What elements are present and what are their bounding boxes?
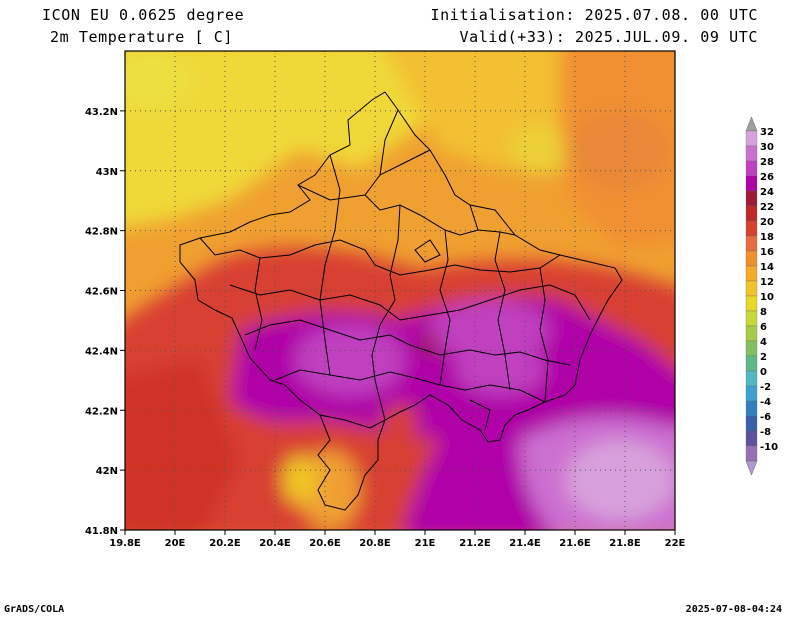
y-tick-label: 42.6N xyxy=(85,287,118,298)
x-tick-label: 21.6E xyxy=(559,538,591,549)
colorbar-label: 24 xyxy=(760,187,774,198)
x-tick-label: 20E xyxy=(165,538,186,549)
colorbar-label: 4 xyxy=(760,337,767,348)
y-tick-label: 41.8N xyxy=(85,526,118,537)
colorbar-label: 8 xyxy=(760,307,767,318)
y-tick-label: 43.2N xyxy=(85,107,118,118)
colorbar-swatch xyxy=(745,205,758,222)
x-tick-label: 21.4E xyxy=(509,538,541,549)
colorbar-swatch xyxy=(745,445,758,462)
colorbar-label: 28 xyxy=(760,157,774,168)
colorbar-swatch xyxy=(745,325,758,342)
x-tick-label: 19.8E xyxy=(109,538,141,549)
y-tick-label: 42.4N xyxy=(85,346,118,357)
temperature-field xyxy=(125,51,675,530)
colorbar-label: 14 xyxy=(760,262,774,273)
colorbar-label: 18 xyxy=(760,232,774,243)
x-tick-label: 22E xyxy=(665,538,686,549)
colorbar-label: -6 xyxy=(760,412,771,423)
x-tick-label: 21E xyxy=(415,538,436,549)
colorbar-swatch xyxy=(745,340,758,357)
colorbar-top-arrow xyxy=(745,116,758,132)
colorbar-swatch xyxy=(745,175,758,192)
colorbar-swatch xyxy=(745,130,758,147)
colorbar-swatch xyxy=(745,280,758,297)
footer-software-label: GrADS/COLA xyxy=(4,604,65,615)
colorbar-label: 30 xyxy=(760,142,774,153)
colorbar-swatch xyxy=(745,145,758,162)
colorbar-label: 0 xyxy=(760,367,767,378)
colorbar-label: 32 xyxy=(760,127,774,138)
x-axis: 19.8E 20E 20.2E 20.4E 20.6E 20.8E 21E 21.2E 21.4… xyxy=(109,530,686,549)
colorbar-label: 12 xyxy=(760,277,774,288)
colorbar-swatch xyxy=(745,190,758,207)
colorbar-label: 20 xyxy=(760,217,774,228)
variable-title: 2m Temperature [ C] xyxy=(50,28,233,46)
admin-borders xyxy=(179,91,623,511)
x-tick-label: 20.6E xyxy=(309,538,341,549)
colorbar-swatch xyxy=(745,310,758,327)
colorbar-swatch xyxy=(745,235,758,252)
footer-timestamp: 2025-07-08-04:24 xyxy=(685,604,782,615)
y-tick-label: 42.8N xyxy=(85,227,118,238)
graticule-lines xyxy=(125,51,675,530)
colorbar-label: -8 xyxy=(760,427,771,438)
colorbar-label: -2 xyxy=(760,382,771,393)
colorbar-swatch xyxy=(745,265,758,282)
colorbar-swatch xyxy=(745,385,758,402)
colorbar-swatch xyxy=(745,355,758,372)
model-title: ICON EU 0.0625 degree xyxy=(42,6,245,24)
x-tick-label: 20.2E xyxy=(209,538,241,549)
colorbar-label: 16 xyxy=(760,247,774,258)
colorbar-swatch xyxy=(745,400,758,417)
colorbar-label: 2 xyxy=(760,352,767,363)
colorbar-label: 6 xyxy=(760,322,767,333)
y-tick-label: 43N xyxy=(96,167,118,178)
x-tick-label: 20.8E xyxy=(359,538,391,549)
x-tick-label: 20.4E xyxy=(259,538,291,549)
x-tick-label: 21.2E xyxy=(459,538,491,549)
colorbar-swatch xyxy=(745,430,758,447)
y-axis: 43.2N 43N 42.8N 42.6N 42.4N 42.2N 42N 41.8N xyxy=(85,107,125,537)
colorbar-swatch xyxy=(745,295,758,312)
colorbar-label: 10 xyxy=(760,292,774,303)
colorbar-label: -4 xyxy=(760,397,771,408)
colorbar-swatch xyxy=(745,160,758,177)
valid-time-label: Valid(+33): 2025.JUL.09. 09 UTC xyxy=(459,28,758,46)
y-tick-label: 42.2N xyxy=(85,406,118,417)
x-tick-label: 21.8E xyxy=(609,538,641,549)
colorbar-swatch xyxy=(745,250,758,267)
colorbar-label: -10 xyxy=(760,442,778,453)
colorbar-swatch xyxy=(745,415,758,432)
colorbar-swatch xyxy=(745,220,758,237)
colorbar-bottom-arrow xyxy=(745,460,758,476)
y-tick-label: 42N xyxy=(96,466,118,477)
colorbar-swatch xyxy=(745,370,758,387)
colorbar-label: 22 xyxy=(760,202,774,213)
initialisation-label: Initialisation: 2025.07.08. 00 UTC xyxy=(430,6,758,24)
colorbar-label: 26 xyxy=(760,172,774,183)
